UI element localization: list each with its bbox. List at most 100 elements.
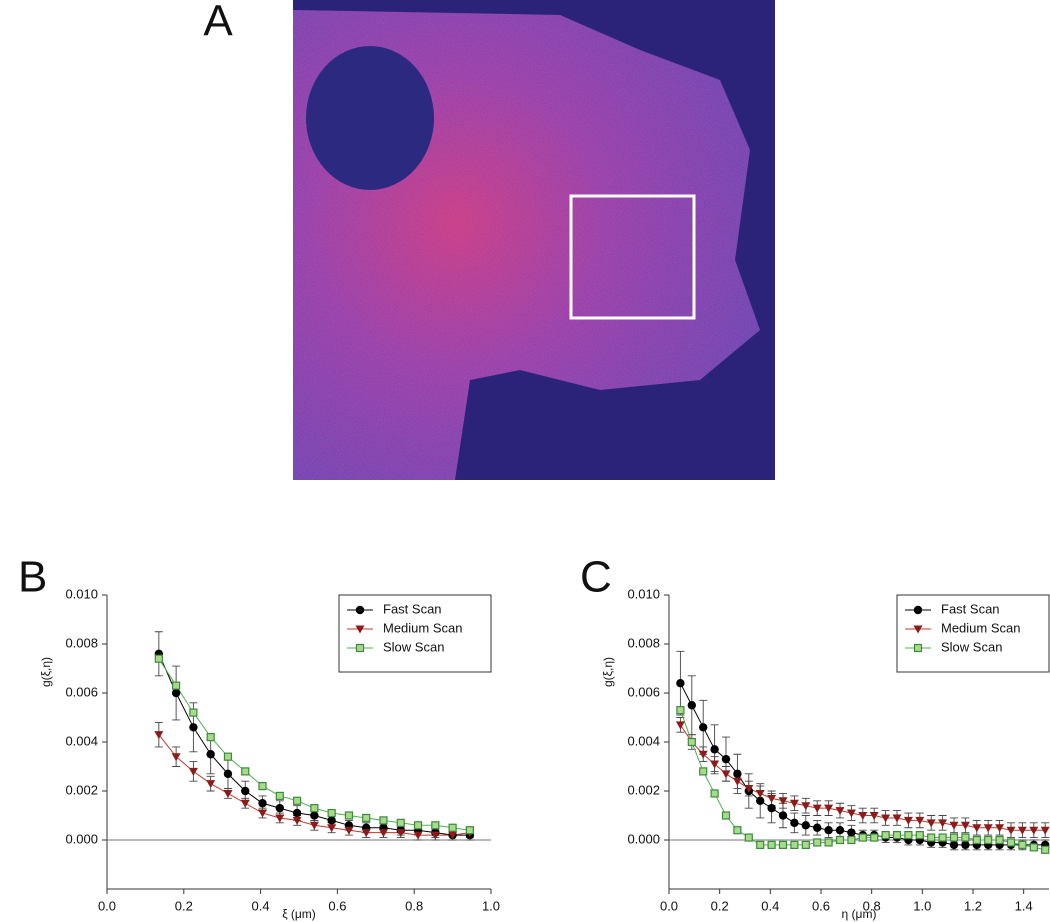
y-tick-label: 0.000 [627, 831, 660, 846]
marker [189, 708, 198, 717]
marker [847, 828, 856, 837]
x-tick-label: 0.8 [863, 898, 881, 913]
marker [870, 833, 879, 842]
legend-box [896, 594, 1050, 673]
x-tick-label: 1.0 [482, 898, 500, 913]
marker [960, 821, 970, 830]
legend-label: Slow Scan [383, 639, 444, 654]
y-tick-label: 0.008 [627, 635, 660, 650]
marker [223, 769, 233, 779]
marker [258, 809, 268, 818]
marker [275, 803, 284, 813]
marker [949, 821, 959, 830]
y-tick-label: 0.010 [627, 586, 660, 601]
marker [172, 681, 181, 690]
marker [778, 811, 788, 820]
y-tick-label: 0.006 [65, 684, 98, 699]
marker [675, 721, 685, 730]
x-tick-label: 0.4 [252, 898, 270, 913]
marker [1029, 843, 1038, 852]
legend-label: Fast Scan [941, 601, 1000, 616]
marker [309, 821, 319, 830]
marker [949, 840, 959, 850]
marker [913, 625, 923, 634]
marker [698, 750, 708, 759]
marker [881, 814, 891, 823]
marker [258, 781, 267, 791]
x-tick-label: 0.4 [761, 898, 779, 913]
marker [223, 752, 233, 761]
marker [904, 830, 913, 840]
micrograph [293, 0, 775, 480]
legend-label: Medium Scan [941, 620, 1020, 635]
marker [790, 840, 799, 850]
marker [275, 814, 285, 823]
marker [327, 816, 336, 825]
marker [344, 826, 354, 835]
marker [756, 840, 765, 850]
marker [396, 829, 406, 838]
y-tick-label: 0.004 [65, 733, 98, 748]
marker [961, 833, 970, 842]
marker [188, 767, 198, 776]
x-tick-label: 0.2 [175, 898, 193, 913]
marker [913, 605, 923, 615]
marker [778, 797, 788, 806]
marker [995, 835, 1004, 845]
marker [778, 840, 788, 850]
marker [733, 826, 742, 835]
marker [1029, 826, 1039, 835]
marker [1006, 838, 1016, 847]
x-tick-label: 0.8 [405, 898, 423, 913]
marker [881, 830, 890, 840]
marker [710, 760, 720, 769]
marker [733, 769, 742, 779]
panel-label: C [580, 553, 612, 602]
panel-label: A [203, 0, 233, 46]
marker [154, 654, 163, 663]
marker [1017, 826, 1027, 835]
marker [687, 701, 696, 710]
y-axis-title: g(ξ,η) [39, 657, 53, 687]
marker [1006, 826, 1016, 835]
marker [961, 840, 970, 850]
x-tick-label: 0.2 [711, 898, 729, 913]
y-tick-label: 0.000 [65, 831, 98, 846]
marker [847, 835, 856, 845]
marker [824, 838, 833, 847]
marker [846, 809, 856, 818]
legend-label: Fast Scan [383, 601, 442, 616]
marker [744, 833, 753, 842]
marker [938, 819, 948, 828]
marker [915, 816, 925, 825]
marker [721, 770, 731, 779]
marker [858, 812, 868, 820]
marker [789, 799, 799, 808]
marker [206, 780, 216, 789]
x-axis-title: ξ (μm) [282, 907, 316, 921]
marker [241, 767, 250, 776]
marker [915, 830, 924, 840]
marker [362, 813, 371, 823]
marker [790, 818, 799, 828]
x-tick-label: 0.0 [660, 898, 678, 913]
legend: Fast Scan Medium Scan Slow Scan [896, 594, 1050, 673]
marker [171, 753, 181, 762]
marker [189, 723, 198, 732]
nucleus [306, 46, 434, 190]
chart: B 0.000 0.002 0.004 0.006 0.008 0.010 0.0 0.2 0.4… [18, 553, 500, 922]
marker [699, 767, 708, 776]
marker [892, 830, 902, 840]
y-tick-label: 0.008 [65, 635, 98, 650]
y-tick-label: 0.004 [627, 733, 660, 748]
marker [310, 804, 319, 813]
marker [767, 794, 777, 803]
marker [913, 643, 923, 653]
marker [869, 812, 879, 820]
x-axis-title: η (μm) [842, 907, 877, 921]
chart: C 0.000 0.002 0.004 0.006 0.008 0.010 0.0 0.2 0.4… [580, 553, 1050, 921]
marker [756, 796, 765, 805]
marker [361, 829, 371, 838]
marker [292, 808, 302, 818]
marker [327, 808, 336, 818]
